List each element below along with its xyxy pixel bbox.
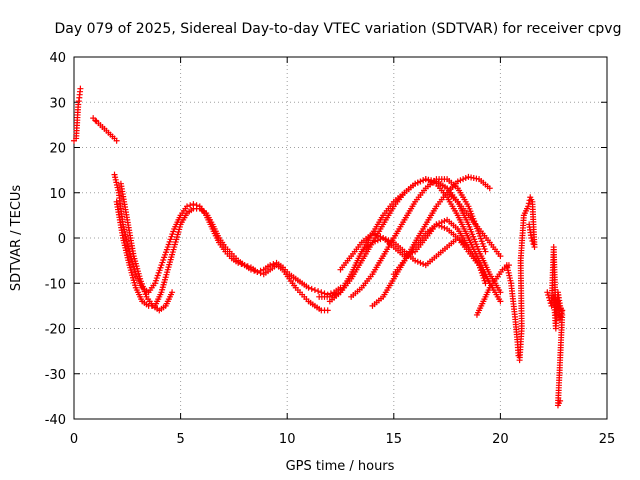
grid bbox=[74, 57, 607, 419]
data-point bbox=[417, 259, 424, 266]
y-tick-label: 20 bbox=[49, 142, 66, 157]
data-point bbox=[436, 222, 443, 229]
series-fall-3 bbox=[390, 221, 493, 287]
y-tick-label: 30 bbox=[49, 96, 66, 111]
data-point bbox=[257, 270, 264, 277]
data-point bbox=[545, 292, 552, 299]
plot-frame bbox=[73, 56, 608, 420]
data-point bbox=[460, 176, 467, 183]
data-marks bbox=[71, 85, 566, 409]
y-tick-label: -40 bbox=[45, 413, 66, 428]
x-tick-label: 10 bbox=[279, 432, 296, 447]
series-early-b bbox=[90, 115, 120, 144]
data-point bbox=[557, 302, 564, 309]
series-late-cloud bbox=[503, 194, 538, 364]
data-point bbox=[241, 262, 248, 269]
x-tick-label: 20 bbox=[492, 432, 509, 447]
y-tick-labels: -40 -30 -20 -10 0 10 20 30 40 bbox=[45, 51, 66, 428]
data-point bbox=[530, 241, 537, 248]
data-point bbox=[441, 218, 448, 225]
data-point bbox=[558, 308, 565, 315]
data-point bbox=[187, 202, 194, 209]
data-point bbox=[244, 263, 251, 270]
series-sat-3 bbox=[117, 180, 176, 314]
data-point bbox=[385, 237, 392, 244]
data-point bbox=[441, 224, 448, 231]
data-point bbox=[311, 287, 318, 294]
data-point bbox=[420, 261, 427, 268]
series-sat-1 bbox=[111, 171, 344, 298]
y-tick-label: -20 bbox=[45, 323, 66, 338]
data-point bbox=[369, 230, 376, 237]
y-tick-label: -10 bbox=[45, 277, 66, 292]
axis-ticks bbox=[73, 56, 608, 420]
data-point bbox=[529, 238, 536, 245]
x-axis-label: GPS time / hours bbox=[286, 459, 395, 474]
data-point bbox=[497, 253, 504, 260]
series-sat-2 bbox=[113, 198, 331, 314]
series-end-cluster bbox=[544, 244, 566, 409]
y-tick-label: 40 bbox=[49, 51, 66, 66]
x-tick-label: 25 bbox=[599, 432, 616, 447]
data-point bbox=[544, 289, 551, 296]
data-point bbox=[92, 117, 99, 124]
data-point bbox=[414, 179, 421, 186]
data-point bbox=[308, 285, 315, 292]
data-point bbox=[422, 176, 429, 183]
y-tick-label: -30 bbox=[45, 368, 66, 383]
data-point bbox=[372, 231, 379, 238]
data-point bbox=[409, 249, 416, 256]
data-point bbox=[372, 238, 379, 245]
x-tick-label: 15 bbox=[386, 432, 403, 447]
data-point bbox=[169, 289, 176, 296]
data-point bbox=[374, 237, 381, 244]
x-tick-label: 0 bbox=[70, 432, 78, 447]
data-point bbox=[388, 238, 395, 245]
data-point bbox=[414, 258, 421, 265]
data-point bbox=[417, 178, 424, 185]
series-late-upper bbox=[444, 189, 504, 260]
data-point bbox=[254, 268, 261, 275]
data-point bbox=[457, 177, 464, 184]
x-tick-label: 5 bbox=[176, 432, 184, 447]
data-point bbox=[77, 85, 84, 92]
series-fall-2 bbox=[358, 235, 489, 287]
y-tick-label: 0 bbox=[58, 232, 66, 247]
data-point bbox=[412, 180, 419, 187]
y-tick-label: 10 bbox=[49, 187, 66, 202]
data-point bbox=[497, 298, 504, 305]
data-point bbox=[526, 221, 533, 228]
data-point bbox=[183, 203, 190, 210]
data-point bbox=[497, 289, 504, 296]
data-point bbox=[412, 257, 419, 264]
data-point bbox=[377, 236, 384, 243]
data-point bbox=[270, 261, 277, 268]
data-point bbox=[369, 239, 376, 246]
data-point bbox=[324, 307, 331, 314]
chart-title: Day 079 of 2025, Sidereal Day-to-day VTE… bbox=[55, 21, 622, 37]
data-point bbox=[525, 200, 532, 207]
series-rise-1 bbox=[316, 176, 504, 300]
data-point bbox=[557, 397, 564, 404]
data-point bbox=[438, 223, 445, 230]
series-early-a bbox=[71, 85, 84, 144]
data-point bbox=[454, 178, 461, 185]
data-point bbox=[315, 288, 322, 295]
data-point bbox=[380, 235, 387, 241]
data-point bbox=[305, 284, 312, 291]
data-point bbox=[557, 305, 564, 312]
data-point bbox=[531, 244, 538, 251]
data-point bbox=[382, 236, 389, 243]
data-point bbox=[425, 177, 432, 184]
data-point bbox=[420, 177, 427, 184]
data-point bbox=[486, 185, 493, 192]
data-point bbox=[482, 248, 489, 255]
x-tick-labels: 0 5 10 15 20 25 bbox=[70, 432, 615, 447]
y-axis-label: SDTVAR / TECUs bbox=[9, 185, 24, 292]
data-point bbox=[113, 137, 120, 144]
data-point bbox=[433, 221, 440, 228]
data-point bbox=[462, 175, 469, 182]
